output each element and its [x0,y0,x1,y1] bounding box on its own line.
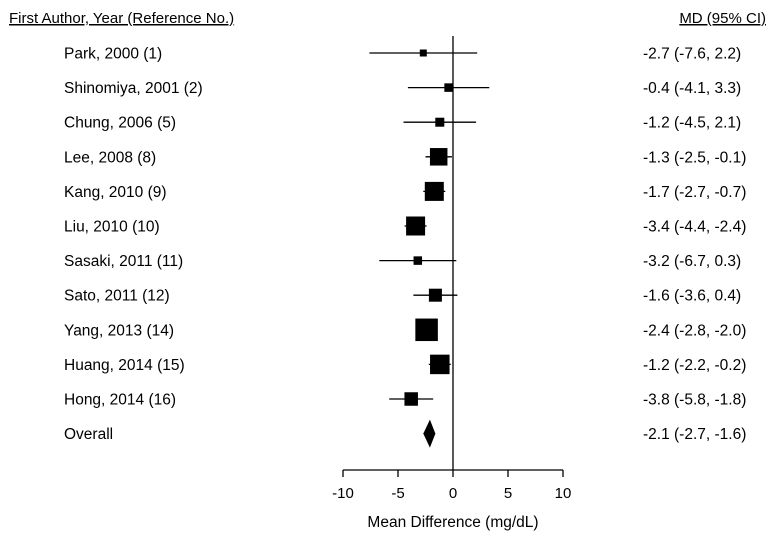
study-point-estimate [415,318,438,342]
study-label: Park, 2000 (1) [64,46,162,63]
overall-label: Overall [64,426,113,443]
study-label: Liu, 2010 (10) [64,219,160,236]
x-tick-label: 10 [555,485,572,502]
study-md-ci: -3.4 (-4.4, -2.4) [643,219,746,236]
study-point-estimate [428,288,442,302]
study-md-ci: -2.7 (-7.6, 2.2) [643,46,741,63]
study-md-ci: -2.4 (-2.8, -2.0) [643,322,746,339]
study-point-estimate [404,392,418,406]
study-label: Huang, 2014 (15) [64,357,185,374]
study-md-ci: -1.2 (-2.2, -0.2) [643,357,746,374]
x-tick-label: -10 [332,485,354,502]
overall-md-ci: -2.1 (-2.7, -1.6) [643,426,746,443]
study-point-estimate [424,181,444,201]
study-point-estimate [413,256,423,265]
study-md-ci: -3.8 (-5.8, -1.8) [643,392,746,409]
study-label: Hong, 2014 (16) [64,392,176,409]
header-md-column: MD (95% CI) [679,10,766,27]
study-point-estimate [429,148,448,166]
study-md-ci: -0.4 (-4.1, 3.3) [643,80,741,97]
x-tick-label: -5 [391,485,404,502]
study-point-estimate [430,354,450,375]
study-point-estimate [406,216,426,236]
study-point-estimate [435,117,445,127]
x-tick-label: 5 [504,485,512,502]
x-axis-label: Mean Difference (mg/dL) [367,514,538,531]
study-md-ci: -1.6 (-3.6, 0.4) [643,288,741,305]
study-label: Sato, 2011 (12) [64,288,170,305]
study-md-ci: -1.2 (-4.5, 2.1) [643,115,741,132]
study-md-ci: -3.2 (-6.7, 0.3) [643,253,741,270]
x-axis: -10 -5 0 5 10 [332,36,571,502]
study-point-estimate [444,83,453,92]
study-point-estimate [419,49,427,57]
study-label: Shinomiya, 2001 (2) [64,80,203,97]
study-rows: Park, 2000 (1) -2.7 (-7.6, 2.2) Shinomiya,… [64,46,746,448]
study-label: Yang, 2013 (14) [64,322,174,339]
study-md-ci: -1.3 (-2.5, -0.1) [643,149,746,166]
study-label: Sasaki, 2011 (11) [64,253,183,270]
study-label: Chung, 2006 (5) [64,115,176,132]
study-label: Kang, 2010 (9) [64,184,167,201]
x-tick-label: 0 [449,485,457,502]
header-study-column: First Author, Year (Reference No.) [9,10,234,27]
overall-diamond [423,419,436,448]
study-md-ci: -1.7 (-2.7, -0.7) [643,184,746,201]
study-label: Lee, 2008 (8) [64,149,156,166]
